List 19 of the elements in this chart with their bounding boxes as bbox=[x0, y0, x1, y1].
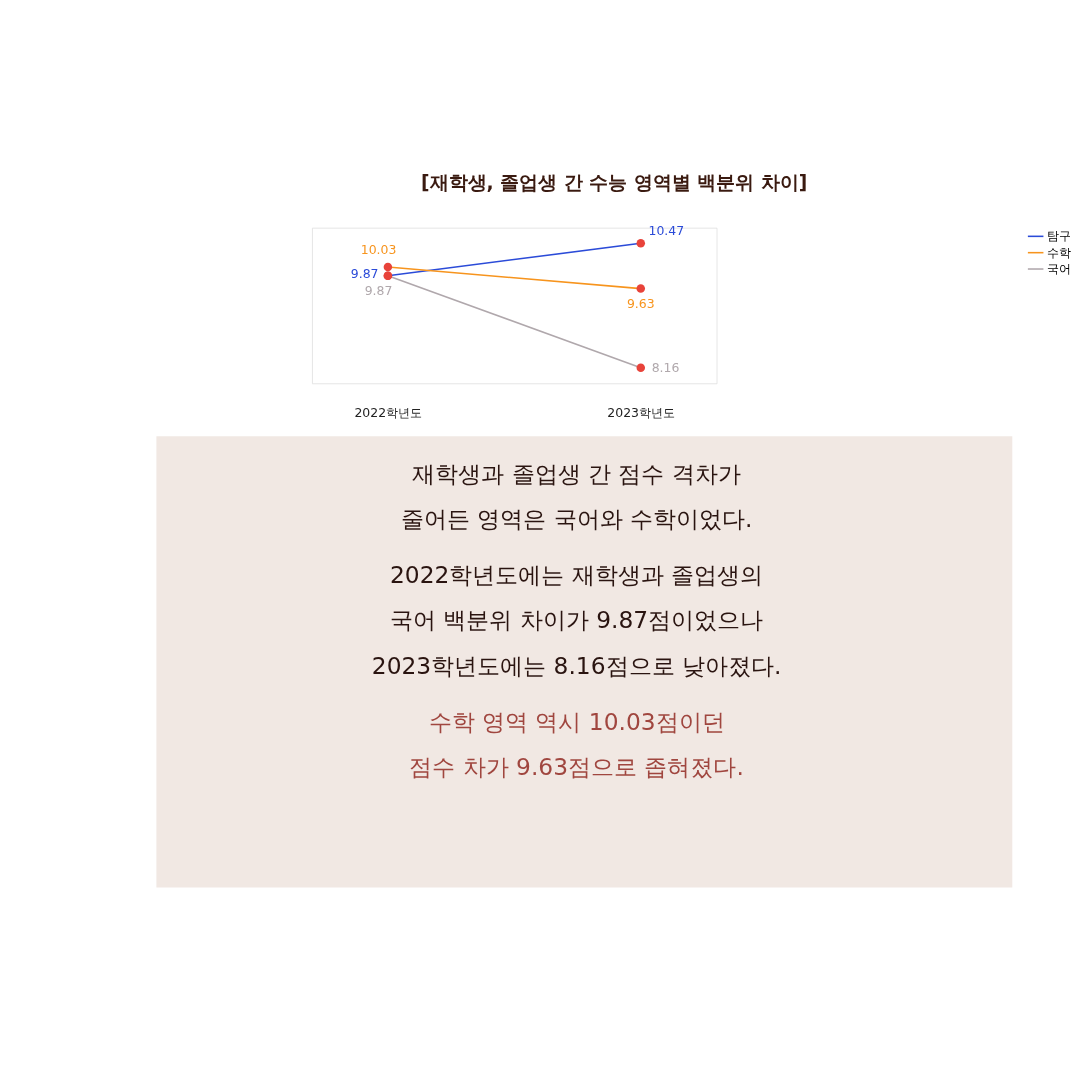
data-label: 10.03 bbox=[360, 241, 397, 257]
data-label: 9.63 bbox=[626, 296, 655, 312]
legend-label: 국어 bbox=[1047, 260, 1072, 276]
chart-title: [재학생, 졸업생 간 수능 영역별 백분위 차이] bbox=[421, 172, 808, 194]
x-tick-label: 2022학년도 bbox=[354, 405, 423, 421]
text: 2022학년도에는 재학생과 졸업생의 bbox=[389, 561, 764, 590]
text: 국어 백분위 차이가 9.87점이었으나 bbox=[389, 606, 764, 635]
text: 줄어든 영역은 국어와 수학이었다. bbox=[400, 505, 753, 534]
legend-label: 탐구 bbox=[1047, 228, 1072, 244]
text: 2023학년도에는 8.16점으로 낮아졌다. bbox=[371, 651, 782, 680]
text: 수학 영역 역시 10.03점이던 bbox=[428, 707, 725, 736]
data-label: 8.16 bbox=[651, 359, 680, 375]
data-label: 9.87 bbox=[350, 266, 379, 282]
text: 재학생과 졸업생 간 점수 격차가 bbox=[412, 460, 741, 489]
x-tick-label: 2023학년도 bbox=[607, 405, 675, 421]
data-label: 9.87 bbox=[364, 283, 393, 299]
legend-label: 수학 bbox=[1047, 244, 1072, 260]
text: 점수 차가 9.63점으로 좁혀졌다. bbox=[409, 752, 744, 781]
data-label: 10.47 bbox=[648, 222, 685, 238]
